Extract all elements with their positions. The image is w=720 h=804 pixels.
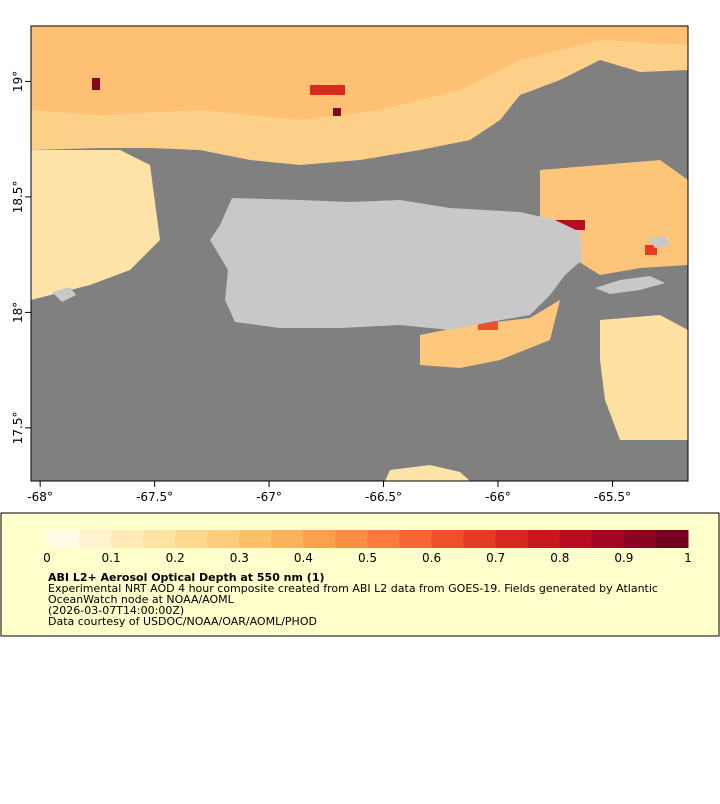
colorbar-tick-label: 0.5	[358, 551, 377, 565]
x-tick-label: -65.5°	[594, 490, 631, 504]
colorbar-tick-label: 0.7	[486, 551, 505, 565]
colorbar-swatch	[463, 530, 497, 548]
colorbar-swatch	[239, 530, 272, 548]
map-frame	[30, 25, 689, 482]
aerosol-spot	[478, 322, 498, 330]
aerosol-spot	[333, 108, 341, 116]
colorbar-tick-label: 1	[684, 551, 692, 565]
colorbar-swatch	[303, 530, 336, 548]
colorbar-swatch	[559, 530, 593, 548]
legend-line: Experimental NRT AOD 4 hour composite cr…	[48, 582, 658, 595]
x-tick-label: -66.5°	[365, 490, 402, 504]
y-tick-label: 18°	[11, 302, 25, 323]
aerosol-spot	[92, 78, 100, 90]
x-tick-label: -67.5°	[136, 490, 173, 504]
colorbar-swatch	[399, 530, 433, 548]
colorbar-swatch	[495, 530, 529, 548]
colorbar-swatch	[143, 530, 176, 548]
aerosol-spot	[310, 85, 345, 95]
land-island	[648, 236, 670, 248]
land-island	[52, 287, 76, 302]
aerosol-spot	[555, 220, 585, 230]
colorbar-swatch	[431, 530, 465, 548]
colorbar-swatch	[79, 530, 112, 548]
colorbar-tick-label: 0.8	[550, 551, 569, 565]
colorbar-tick-label: 0.9	[614, 551, 633, 565]
x-tick-label: -66°	[485, 490, 511, 504]
colorbar-swatch	[111, 530, 144, 548]
aerosol-field	[31, 150, 160, 300]
colorbar-tick-label: 0.1	[102, 551, 121, 565]
x-tick-label: -68°	[27, 490, 53, 504]
colorbar-swatch	[591, 530, 625, 548]
legend-line: (2026-03-07T14:00:00Z)	[48, 604, 184, 617]
colorbar-swatch	[271, 530, 304, 548]
x-tick-label: -67°	[256, 490, 282, 504]
colorbar-swatch	[655, 530, 689, 548]
y-tick-label: 17.5°	[11, 412, 25, 445]
aerosol-spot	[645, 245, 657, 255]
y-tick-label: 18.5°	[11, 181, 25, 214]
colorbar-tick-label: 0.4	[294, 551, 313, 565]
colorbar-tick-label: 0.2	[166, 551, 185, 565]
aerosol-field	[385, 465, 470, 481]
colorbar-swatch	[623, 530, 657, 548]
aerosol-field	[31, 26, 688, 120]
land-puerto-rico	[210, 198, 582, 330]
colorbar-swatch	[335, 530, 368, 548]
legend-title: ABI L2+ Aerosol Optical Depth at 550 nm …	[48, 571, 325, 584]
map-layer	[30, 25, 689, 482]
colorbar-swatch	[207, 530, 240, 548]
colorbar-tick-label: 0.3	[230, 551, 249, 565]
legend-line: OceanWatch node at NOAA/AOML	[48, 593, 235, 606]
colorbar-swatch	[47, 530, 80, 548]
y-tick-label: 19°	[11, 71, 25, 92]
aerosol-field	[420, 300, 560, 368]
colorbar-swatch	[527, 530, 561, 548]
land-island	[595, 276, 665, 294]
colorbar-swatch	[175, 530, 208, 548]
aerosol-field	[600, 315, 688, 440]
colorbar-swatch	[367, 530, 401, 548]
legend-line: Data courtesy of USDOC/NOAA/OAR/AOML/PHO…	[48, 615, 317, 628]
colorbar-tick-label: 0	[43, 551, 51, 565]
colorbar-tick-label: 0.6	[422, 551, 441, 565]
